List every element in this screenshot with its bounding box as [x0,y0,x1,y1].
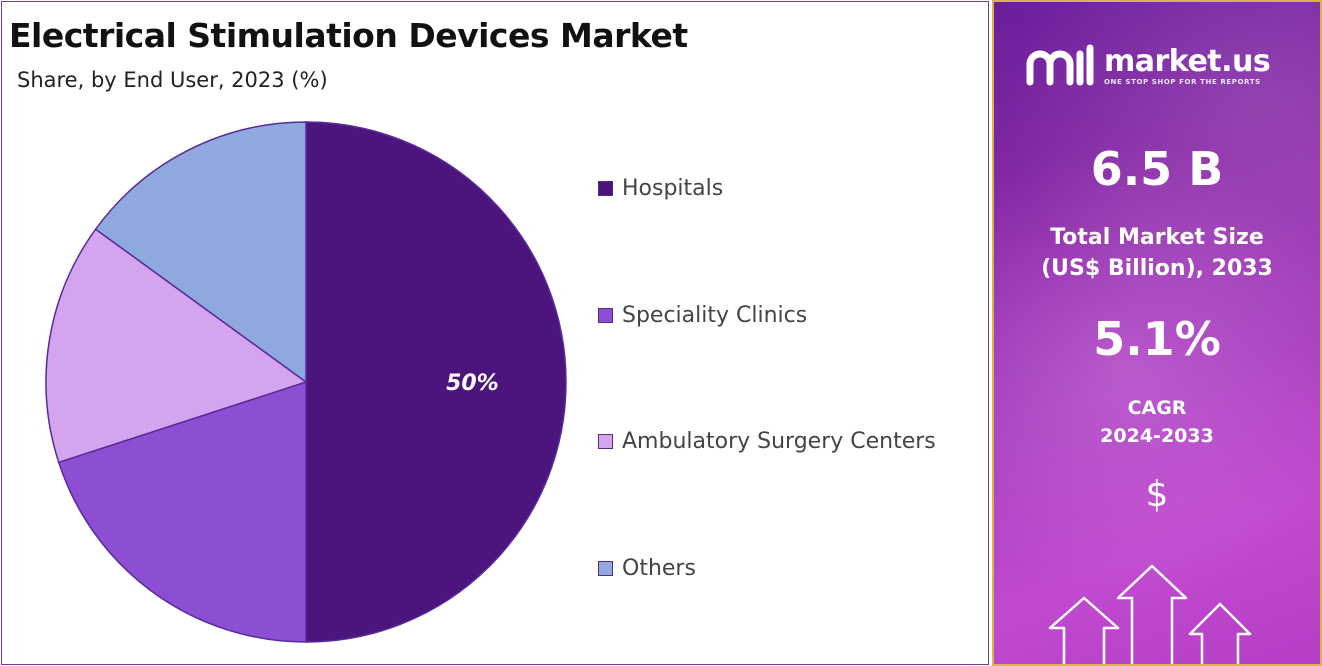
legend-label: Ambulatory Surgery Centers [622,429,936,454]
chart-panel: Electrical Stimulation Devices Market Sh… [1,1,989,665]
brand: market.us ONE STOP SHOP FOR THE REPORTS [1024,42,1304,92]
legend-label: Speciality Clinics [622,303,808,328]
legend-swatch [598,561,613,576]
brand-tagline: ONE STOP SHOP FOR THE REPORTS [1104,78,1261,86]
background-glow [994,2,1320,664]
up-arrows-icon [1048,564,1252,664]
brand-name: market.us [1104,44,1271,79]
pie-slice-speciality-clinics [57,380,307,643]
market-size-value: 6.5 B [1090,142,1224,196]
market-us-logo-icon [1026,44,1094,86]
summary-panel: market.us ONE STOP SHOP FOR THE REPORTS … [992,0,1322,666]
pie-slice-hospitals [305,121,567,643]
cagr-value: 5.1% [1093,312,1221,366]
pie-slice-others [94,121,307,384]
legend-swatch [598,308,613,323]
legend-label: Others [622,556,696,581]
cagr-label-line2: 2024-2033 [1100,425,1214,447]
legend-item-others: Others [598,556,696,581]
market-size-label: Total Market Size (US$ Billion), 2033 [994,222,1320,284]
legend-item-hospitals: Hospitals [598,176,723,201]
dollar-icon: $ [1145,474,1169,515]
cagr-label-line1: CAGR [1127,397,1187,419]
cagr-label: CAGR 2024-2033 [994,394,1320,450]
legend-swatch [598,181,613,196]
pie-slice-ambulatory-surgery-centers [45,228,308,464]
data-label-hospitals: 50% [446,371,499,396]
chart-subtitle: Share, by End User, 2023 (%) [17,68,328,92]
legend-item-ambulatory-surgery-centers: Ambulatory Surgery Centers [598,429,936,454]
legend-item-speciality-clinics: Speciality Clinics [598,303,807,328]
legend-swatch [598,434,613,449]
chart-title: Electrical Stimulation Devices Market [9,16,688,55]
pie-chart: 50% [45,121,567,643]
market-size-label-line2: (US$ Billion), 2033 [1041,256,1273,281]
legend-label: Hospitals [622,176,724,201]
market-size-label-line1: Total Market Size [1050,225,1264,250]
